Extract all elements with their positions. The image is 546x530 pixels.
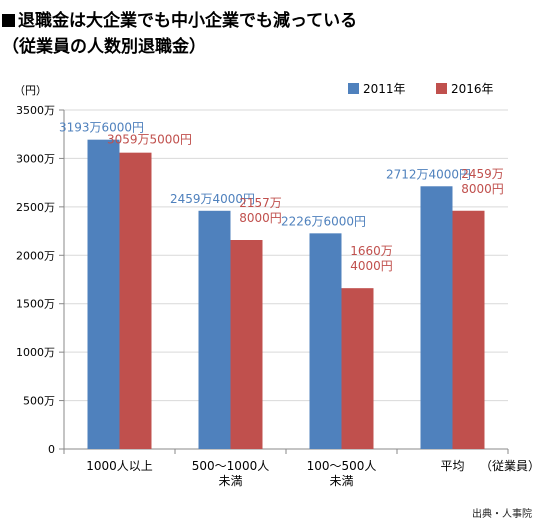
data-label-2011: 3193万6000円 [59, 121, 144, 135]
bar-2011 [198, 210, 231, 449]
y-tick-label: 0 [48, 443, 55, 456]
legend-label: 2016年 [451, 82, 494, 96]
data-label-2011: 2226万6000円 [281, 214, 366, 228]
y-tick-label: 3500万 [16, 104, 55, 117]
data-label-2016: 1660万 [350, 244, 393, 258]
legend-label: 2011年 [363, 82, 406, 96]
x-category-label: 1000人以上 [86, 459, 153, 473]
x-category-label: 平均 [440, 459, 464, 473]
data-label-2011: 2459万4000円 [170, 192, 255, 206]
x-category-label: 未満 [218, 474, 242, 488]
bar-2011 [420, 186, 453, 450]
chart-title-text: 退職金は大企業でも中小企業でも減っている [18, 11, 358, 31]
data-label-2016: 2157万 [239, 196, 282, 210]
x-unit-label: （従業員） [480, 459, 540, 473]
legend-swatch-2011 [348, 83, 359, 94]
data-label-2011: 2712万4000円 [386, 167, 471, 181]
square-bullet-icon [2, 14, 15, 27]
data-label-2016: 2459万 [461, 167, 504, 181]
chart-title: 退職金は大企業でも中小企業でも減っている [2, 6, 357, 31]
data-label-2016: 8000円 [461, 182, 504, 196]
x-category-label: 未満 [329, 474, 353, 488]
y-tick-label: 3000万 [16, 152, 55, 165]
legend-swatch-2016 [436, 83, 447, 94]
bar-2016 [341, 288, 374, 449]
y-tick-label: 2000万 [16, 249, 55, 262]
chart-subtitle: （従業員の人数別退職金） [2, 37, 206, 57]
bar-2016 [119, 152, 152, 449]
y-tick-label: 500万 [23, 395, 55, 408]
bar-2011 [309, 233, 342, 449]
y-tick-label: 1000万 [16, 346, 55, 359]
y-tick-label: 1500万 [16, 298, 55, 311]
bar-2016 [230, 240, 263, 449]
source-note: 出典・人事院 [472, 509, 532, 520]
data-label-2016: 8000円 [239, 211, 282, 225]
x-category-label: 500〜1000人 [192, 459, 269, 473]
bar-2011 [87, 139, 120, 449]
bar-2016 [452, 210, 485, 449]
data-label-2016: 3059万5000円 [107, 133, 192, 147]
x-category-label: 100〜500人 [307, 459, 377, 473]
y-tick-label: 2500万 [16, 201, 55, 214]
y-unit-label: （円） [14, 84, 47, 97]
data-label-2016: 4000円 [350, 259, 393, 273]
